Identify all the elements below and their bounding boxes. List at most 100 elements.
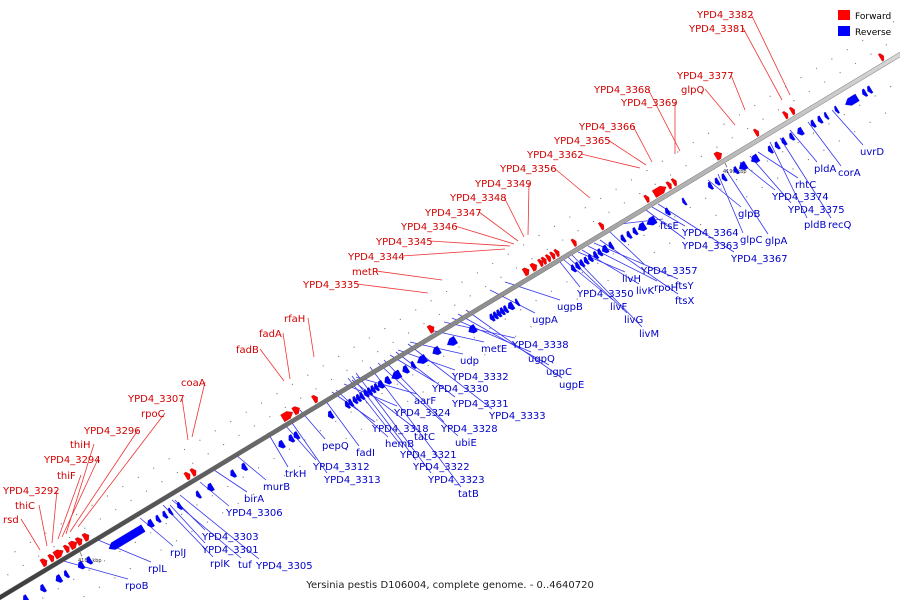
forward-leader bbox=[527, 182, 530, 236]
reverse-gene bbox=[147, 518, 155, 528]
track-dot bbox=[592, 220, 595, 223]
track-dot bbox=[180, 513, 183, 515]
forward-leader bbox=[607, 139, 647, 166]
forward-gene bbox=[189, 468, 197, 477]
track-guides bbox=[7, 21, 895, 599]
reverse-gene-label: YPD4_3338 bbox=[511, 340, 569, 351]
reverse-gene-label: ugpA bbox=[532, 315, 558, 326]
reverse-gene-label: livK bbox=[636, 286, 654, 297]
reverse-gene-label: fadI bbox=[356, 448, 375, 459]
track-dot bbox=[839, 72, 841, 74]
track-dot bbox=[422, 391, 424, 393]
reverse-gene bbox=[570, 264, 578, 273]
track-dot bbox=[530, 326, 532, 328]
track-dot bbox=[288, 448, 291, 450]
reverse-gene-label: YPD4_3324 bbox=[393, 408, 451, 419]
forward-leader bbox=[580, 153, 641, 169]
reverse-gene-label: YPD4_3313 bbox=[323, 475, 381, 486]
reverse-gene-label: pldA bbox=[814, 164, 836, 175]
reverse-gene bbox=[377, 379, 386, 389]
track-dot bbox=[304, 439, 306, 441]
track-dot bbox=[314, 456, 316, 458]
legend-reverse-swatch bbox=[838, 26, 850, 36]
reverse-leader bbox=[707, 179, 742, 208]
forward-leader bbox=[553, 167, 591, 199]
track-dot bbox=[437, 382, 440, 384]
track-dot bbox=[399, 318, 401, 320]
forward-leader bbox=[454, 225, 515, 245]
forward-gene bbox=[183, 471, 191, 481]
track-dot bbox=[206, 521, 208, 523]
forward-gene-label: YPD4_3365 bbox=[553, 136, 611, 147]
track-dot bbox=[222, 512, 224, 514]
forward-gene-label: YPD4_3294 bbox=[43, 455, 101, 466]
forward-gene-label: thiC bbox=[15, 501, 35, 512]
track-dot bbox=[639, 192, 641, 195]
track-dot bbox=[377, 351, 379, 353]
reverse-gene bbox=[363, 389, 370, 398]
forward-gene bbox=[74, 537, 83, 546]
track-dot bbox=[88, 569, 90, 571]
reverse-gene bbox=[632, 226, 639, 236]
reverse-gene bbox=[468, 324, 478, 334]
reverse-gene bbox=[721, 173, 728, 182]
reverse-gene-label: YPD4_3306 bbox=[225, 508, 283, 519]
track-dot bbox=[454, 304, 456, 306]
track-dot bbox=[98, 586, 101, 588]
forward-gene-label: fadB bbox=[236, 345, 259, 356]
track-dot bbox=[484, 354, 486, 356]
track-dot bbox=[669, 174, 672, 176]
reverse-gene-label: YPD4_3331 bbox=[451, 399, 509, 410]
track-dot bbox=[523, 244, 525, 246]
track-dot bbox=[115, 509, 117, 511]
reverse-gene-label: YPD4_3367 bbox=[730, 254, 788, 265]
reverse-gene-label: YPD4_3301 bbox=[201, 545, 259, 556]
track-dot bbox=[207, 453, 209, 455]
reverse-gene bbox=[597, 248, 604, 257]
track-dot bbox=[376, 419, 378, 421]
reverse-gene bbox=[293, 431, 301, 440]
track-dot bbox=[391, 409, 393, 412]
forward-gene-label: YPD4_3368 bbox=[593, 85, 651, 96]
reverse-gene bbox=[432, 345, 442, 356]
track-dot bbox=[562, 239, 564, 241]
track-dot bbox=[438, 313, 440, 316]
reverse-gene bbox=[665, 207, 672, 216]
track-dot bbox=[315, 388, 317, 390]
forward-leader bbox=[20, 518, 41, 551]
forward-gene-label: coaA bbox=[181, 378, 206, 389]
reverse-gene-label: YPD4_3332 bbox=[451, 372, 509, 383]
track-dot bbox=[137, 476, 139, 478]
reverse-leader bbox=[749, 155, 792, 204]
track-dot bbox=[731, 137, 733, 139]
reverse-gene bbox=[646, 215, 658, 226]
track-dot bbox=[423, 323, 425, 325]
track-dot bbox=[838, 140, 840, 142]
track-dot bbox=[751, 169, 753, 171]
track-dot bbox=[715, 214, 717, 216]
track-dot bbox=[60, 523, 62, 525]
forward-leader bbox=[57, 474, 82, 540]
track-dot bbox=[535, 299, 537, 302]
track-dot bbox=[381, 392, 383, 395]
genome-axis bbox=[0, 51, 900, 600]
forward-gene-label: YPD4_3346 bbox=[400, 222, 458, 233]
track-dot bbox=[785, 86, 787, 88]
track-dot bbox=[661, 160, 663, 162]
track-dot bbox=[453, 372, 455, 374]
track-dot bbox=[223, 443, 225, 446]
reverse-gene bbox=[373, 382, 381, 392]
track-dot bbox=[106, 495, 109, 497]
forward-gene-label: YPD4_3377 bbox=[676, 71, 734, 82]
gene-features bbox=[23, 53, 885, 600]
forward-gene-label: YPD4_3356 bbox=[499, 164, 557, 175]
track-dot bbox=[720, 188, 722, 190]
track-dot bbox=[29, 541, 31, 544]
reverse-gene bbox=[867, 85, 874, 94]
track-dot bbox=[566, 281, 568, 283]
reverse-gene-label: murB bbox=[263, 482, 290, 493]
track-dot bbox=[68, 536, 71, 539]
reverse-gene-label: pepQ bbox=[322, 441, 349, 452]
reverse-gene-label: YPD4_3375 bbox=[787, 205, 845, 216]
track-dot bbox=[854, 62, 857, 65]
